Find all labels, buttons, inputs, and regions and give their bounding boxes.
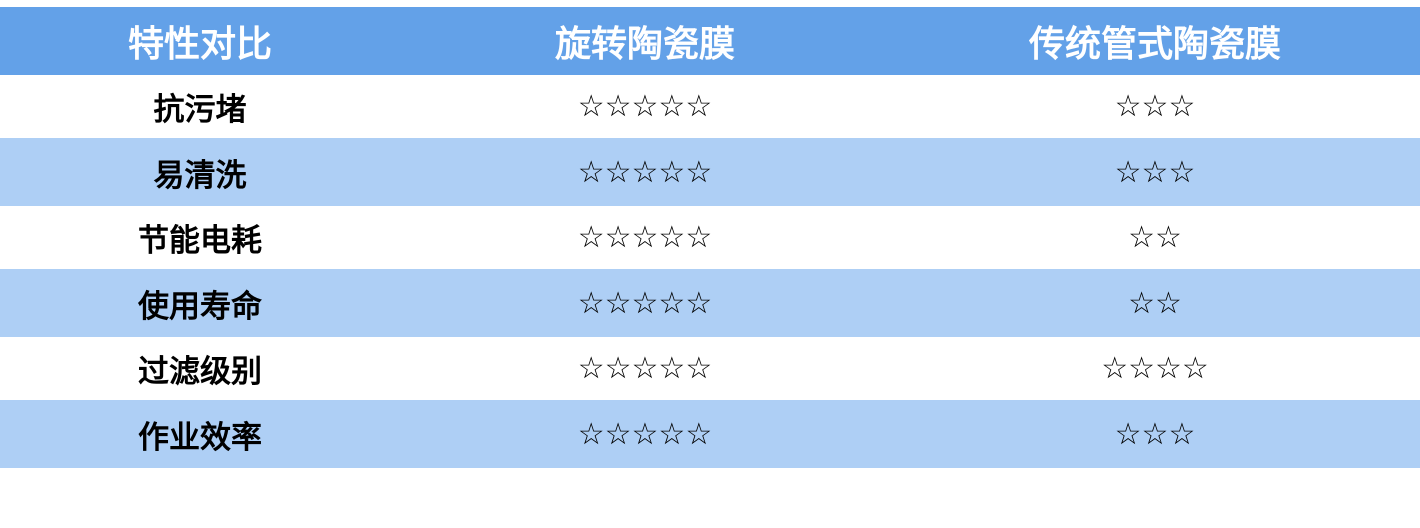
feature-label: 易清洗 — [0, 138, 400, 206]
header-rotary-membrane: 旋转陶瓷膜 — [400, 7, 890, 75]
feature-label: 节能电耗 — [138, 223, 262, 259]
header-feature: 特性对比 — [0, 7, 400, 75]
rotary-star-rating: ☆☆☆☆☆ — [400, 400, 890, 468]
traditional-star-rating: ☆☆☆ — [1114, 89, 1196, 124]
table-row: 抗污堵 ☆☆☆☆☆ ☆☆☆ — [0, 75, 1420, 138]
traditional-star-rating: ☆☆ — [1128, 220, 1182, 255]
feature-label: 抗污堵 — [153, 92, 247, 128]
feature-label: 过滤级别 — [138, 354, 262, 390]
header-traditional-membrane: 传统管式陶瓷膜 — [890, 7, 1420, 75]
rotary-star-rating: ☆☆☆☆☆ — [400, 138, 890, 206]
rotary-star-rating: ☆☆☆☆☆ — [577, 89, 713, 124]
feature-label: 使用寿命 — [0, 269, 400, 337]
rotary-star-rating: ☆☆☆☆☆ — [577, 220, 713, 255]
comparison-table: 特性对比 旋转陶瓷膜 传统管式陶瓷膜 抗污堵 ☆☆☆☆☆ ☆☆☆ 易清洗 ☆☆☆☆☆ ☆☆… — [0, 7, 1420, 468]
table-row: 使用寿命 ☆☆☆☆☆ ☆☆ — [0, 269, 1420, 337]
table-row: 易清洗 ☆☆☆☆☆ ☆☆☆ — [0, 138, 1420, 206]
header-row: 特性对比 旋转陶瓷膜 传统管式陶瓷膜 — [0, 7, 1420, 75]
feature-label: 作业效率 — [0, 400, 400, 468]
table-row: 作业效率 ☆☆☆☆☆ ☆☆☆ — [0, 400, 1420, 468]
table-row: 节能电耗 ☆☆☆☆☆ ☆☆ — [0, 206, 1420, 269]
rotary-star-rating: ☆☆☆☆☆ — [400, 269, 890, 337]
traditional-star-rating: ☆☆☆ — [890, 138, 1420, 206]
traditional-star-rating: ☆☆ — [890, 269, 1420, 337]
traditional-star-rating: ☆☆☆ — [890, 400, 1420, 468]
traditional-star-rating: ☆☆☆☆ — [1101, 351, 1209, 386]
table-row: 过滤级别 ☆☆☆☆☆ ☆☆☆☆ — [0, 337, 1420, 400]
rotary-star-rating: ☆☆☆☆☆ — [577, 351, 713, 386]
